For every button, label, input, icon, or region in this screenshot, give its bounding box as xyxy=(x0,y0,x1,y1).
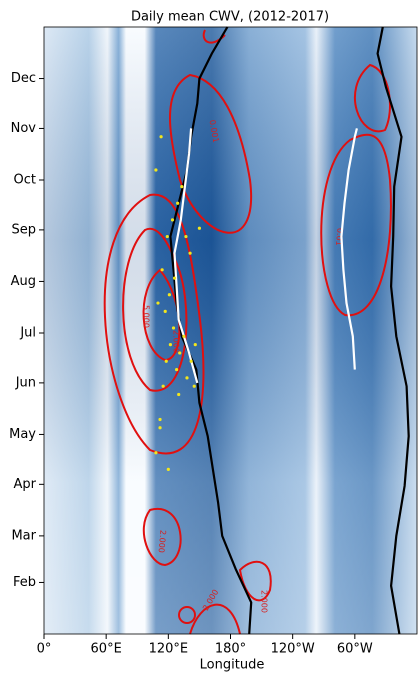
y-tick-label: Feb xyxy=(13,575,36,590)
x-tick-label: 120°E xyxy=(149,642,189,657)
scatter-point xyxy=(158,418,161,421)
chart-title: Daily mean CWV, (2012-2017) xyxy=(131,10,329,25)
scatter-point xyxy=(164,310,167,313)
scatter-point xyxy=(172,326,175,329)
heatmap-shade xyxy=(44,27,417,634)
scatter-point xyxy=(184,235,187,238)
scatter-point xyxy=(198,227,201,230)
y-tick-label: Mar xyxy=(11,528,36,543)
scatter-point xyxy=(188,252,191,255)
scatter-point xyxy=(154,168,157,171)
contour-label: 5.000 xyxy=(142,305,151,328)
y-tick-label: Apr xyxy=(14,477,37,492)
chart: 0.001 5.000 2.000 2.000 2.000 2.000 0.01… xyxy=(0,0,418,677)
scatter-point xyxy=(159,135,162,138)
scatter-point xyxy=(156,301,159,304)
scatter-point xyxy=(158,426,161,429)
scatter-point xyxy=(167,468,170,471)
scatter-point xyxy=(171,218,174,221)
y-tick-label: Dec xyxy=(11,71,36,86)
x-tick-label: 60°E xyxy=(91,642,122,657)
y-tick-label: Aug xyxy=(11,274,36,289)
scatter-point xyxy=(194,343,197,346)
scatter-point xyxy=(178,351,181,354)
y-tick-label: Sep xyxy=(11,222,36,237)
x-tick-label: 0° xyxy=(37,642,52,657)
contour-label: 2.000 xyxy=(172,330,181,353)
y-tick-label: Jul xyxy=(19,325,36,340)
scatter-point xyxy=(175,368,178,371)
scatter-point xyxy=(177,393,180,396)
scatter-point xyxy=(169,343,172,346)
scatter-point xyxy=(190,360,193,363)
x-tick-label: 60°W xyxy=(337,642,373,657)
y-tick-label: Jun xyxy=(15,375,36,390)
y-tick-label: Oct xyxy=(14,172,36,187)
scatter-point xyxy=(166,235,169,238)
scatter-point xyxy=(176,202,179,205)
x-tick-label: 120°W xyxy=(271,642,315,657)
scatter-point xyxy=(161,268,164,271)
scatter-point xyxy=(168,293,171,296)
scatter-point xyxy=(173,277,176,280)
y-tick-label: Nov xyxy=(11,121,37,136)
scatter-point xyxy=(180,185,183,188)
scatter-point xyxy=(193,385,196,388)
scatter-point xyxy=(165,360,168,363)
contour-label: 2.000 xyxy=(260,590,269,613)
x-tick-label: 180° xyxy=(215,642,246,657)
scatter-point xyxy=(185,376,188,379)
scatter-point xyxy=(154,451,157,454)
scatter-point xyxy=(182,335,185,338)
y-tick-label: May xyxy=(9,427,36,442)
x-axis-label: Longitude xyxy=(200,658,265,673)
scatter-point xyxy=(162,385,165,388)
